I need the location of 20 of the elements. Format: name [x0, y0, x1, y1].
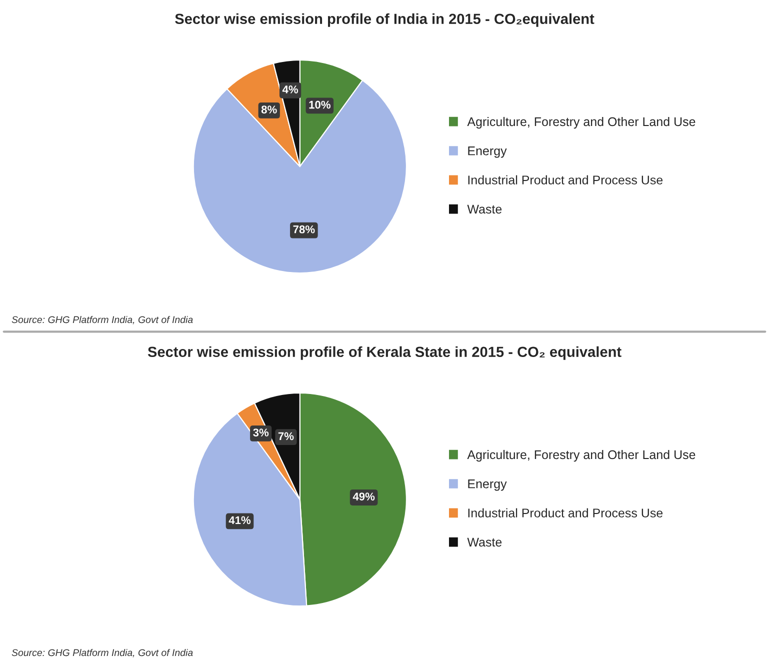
legend-label: Industrial Product and Process Use [468, 508, 663, 518]
source-note: Source: GHG Platform India, Govt of India [12, 316, 193, 324]
chart-title: Sector wise emission profile of India in 2015 - CO₂equivalent [175, 13, 594, 27]
legend-label: Agriculture, Forestry and Other Land Use [467, 116, 696, 129]
legend-label: Waste [467, 204, 502, 214]
legend-label: Waste [467, 538, 502, 547]
data-label: 49% [352, 492, 375, 500]
chart-title: Sector wise emission profile of Kerala State in 2015 - CO₂ equivalent [148, 346, 622, 360]
legend-label: Energy [468, 480, 507, 491]
legend-label: Energy [468, 146, 507, 158]
data-label: 10% [309, 100, 330, 109]
legend-label: Industrial Product and Process Use [468, 175, 663, 184]
data-label: 41% [228, 516, 251, 524]
legend-label: Agriculture, Forestry and Other Land Use [467, 450, 696, 462]
data-label: 3% [253, 428, 269, 436]
data-label: 7% [278, 432, 294, 440]
source-note: Source: GHG Platform India, Govt of India [12, 648, 193, 658]
data-label: 8% [261, 106, 277, 114]
data-label: 4% [282, 86, 298, 94]
data-label: 78% [293, 225, 315, 234]
